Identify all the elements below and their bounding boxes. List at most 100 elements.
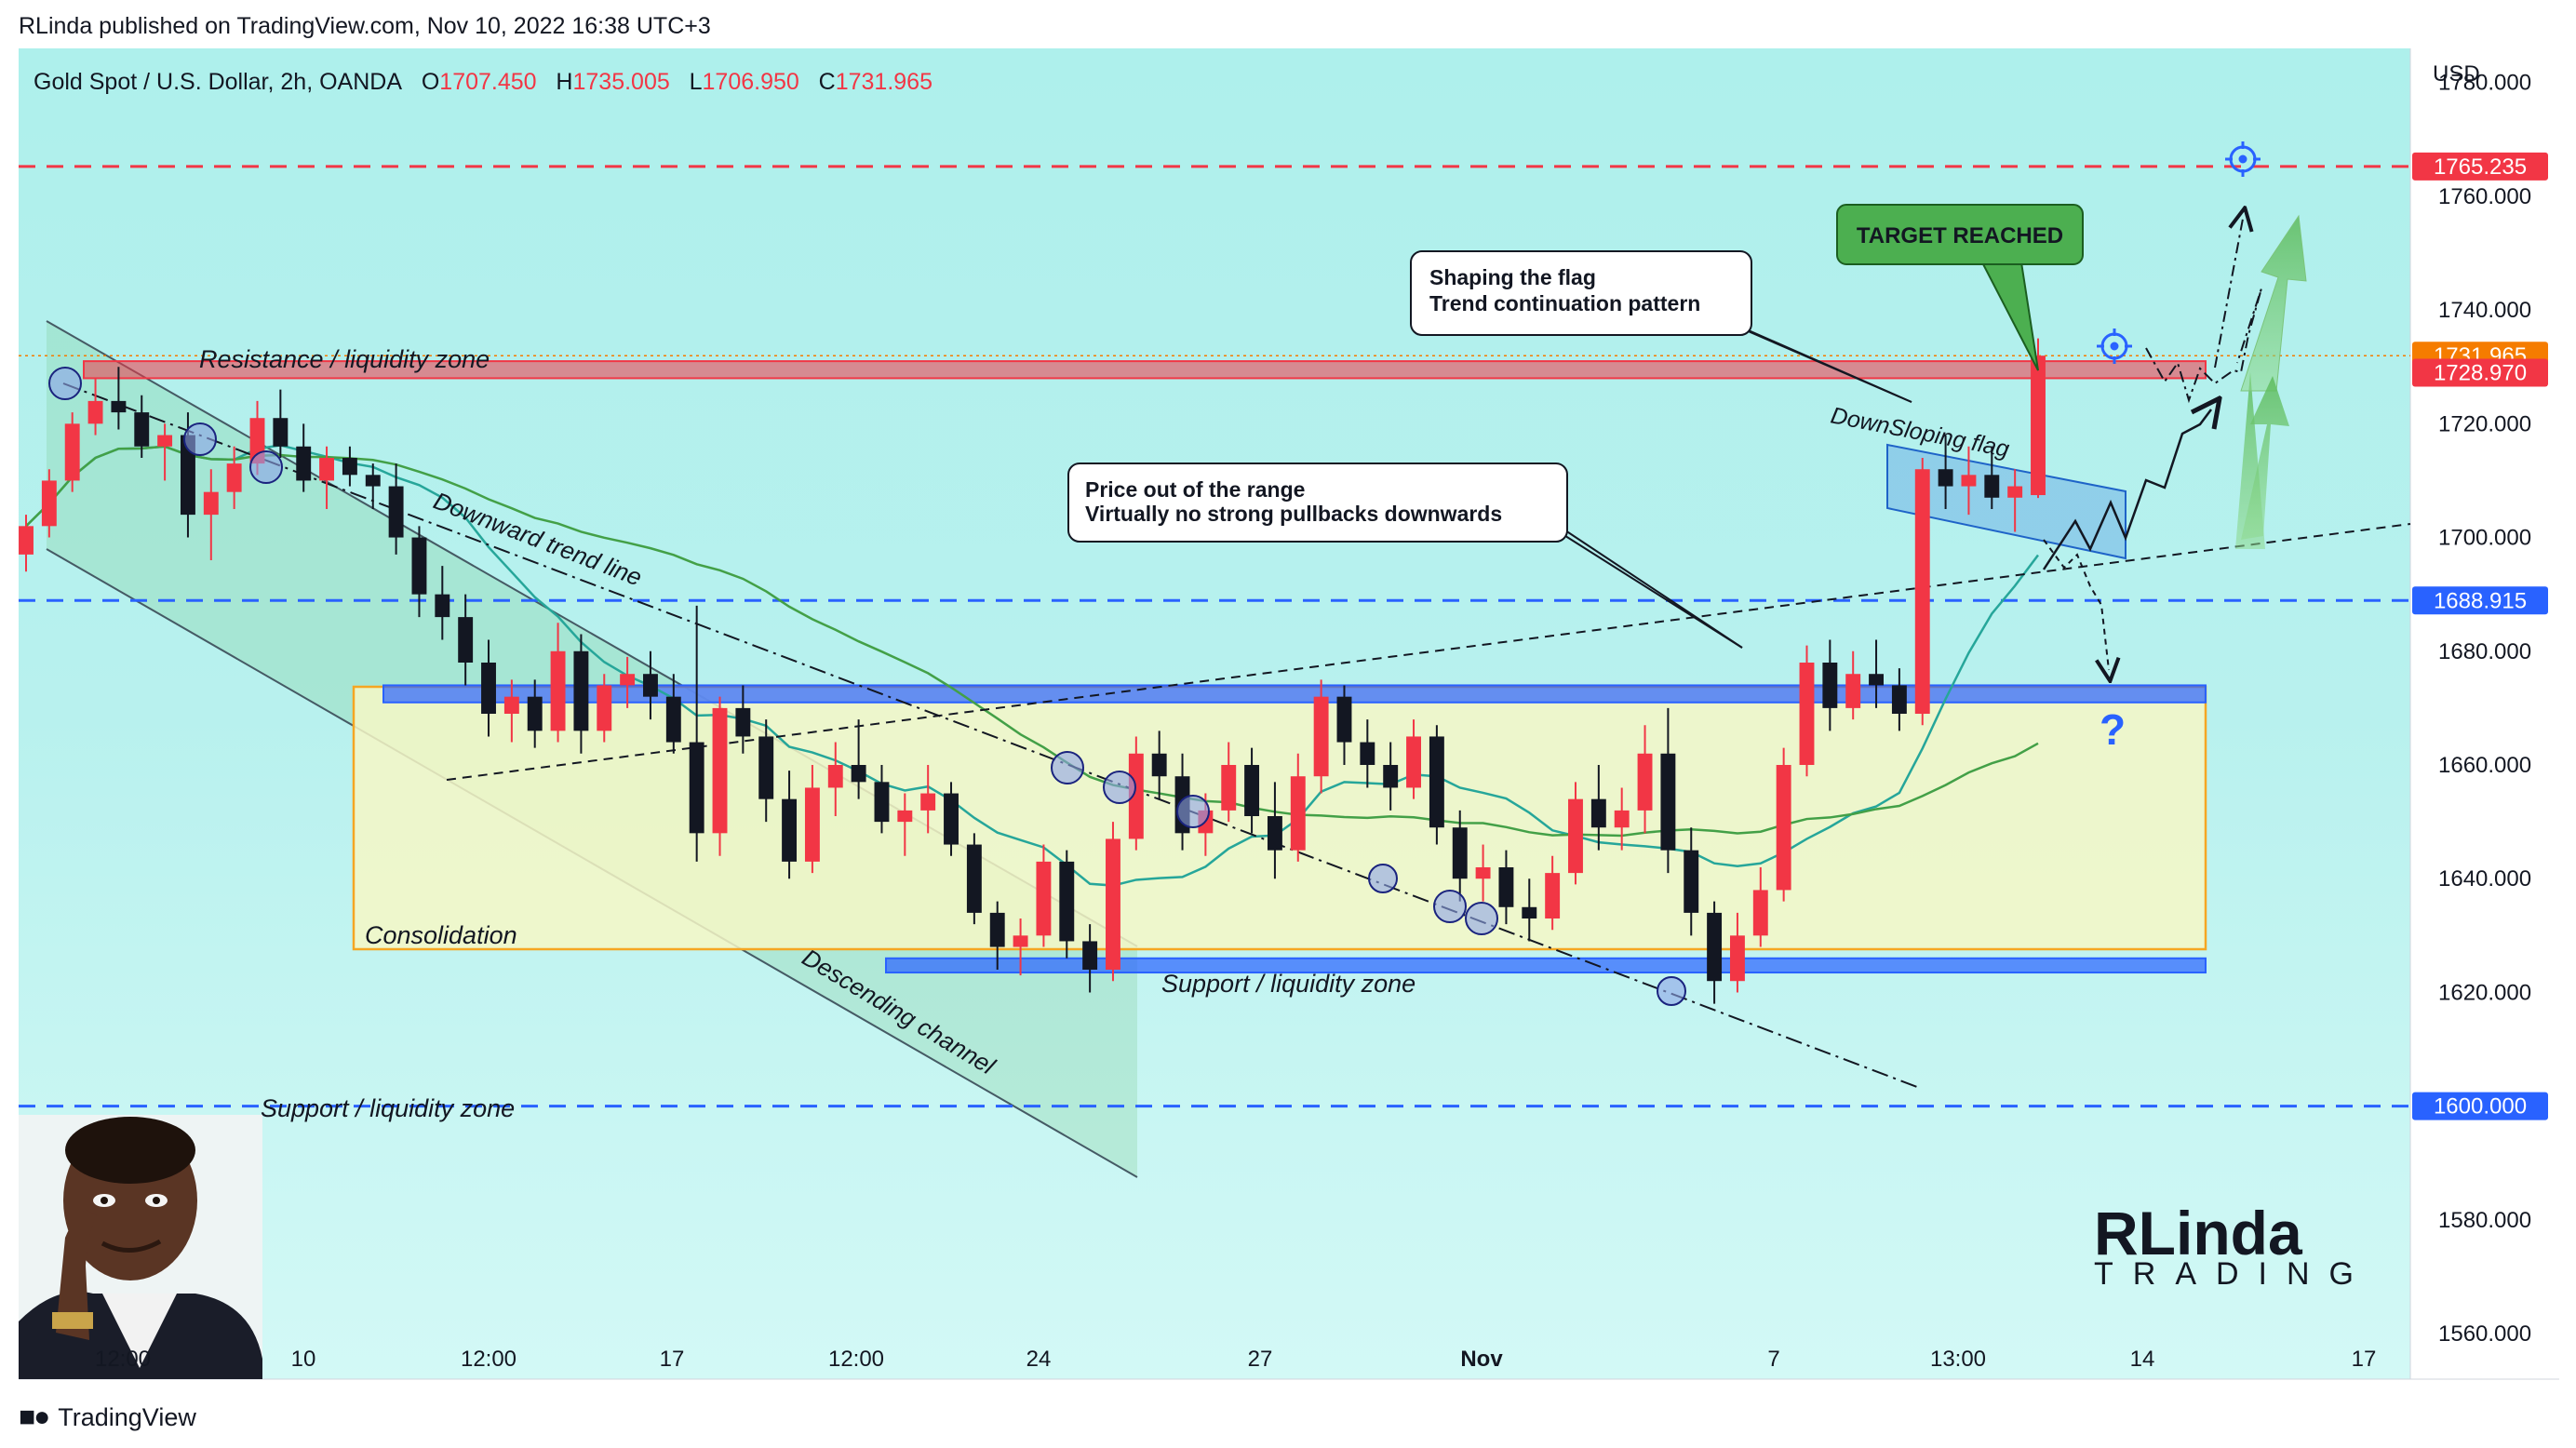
candle[interactable]: [1498, 850, 1514, 925]
candle[interactable]: [758, 719, 774, 823]
candle[interactable]: [1244, 747, 1260, 834]
candle[interactable]: [1151, 731, 1167, 799]
candle[interactable]: [1036, 844, 1052, 947]
x-tick-label: 27: [1248, 1347, 1273, 1372]
candle[interactable]: [41, 469, 57, 538]
candle[interactable]: [64, 412, 80, 492]
candle[interactable]: [342, 446, 357, 487]
candle[interactable]: [1799, 645, 1815, 777]
price-badge[interactable]: 1688.915: [2412, 586, 2548, 615]
candle[interactable]: [1938, 435, 1953, 509]
target-reached-callout[interactable]: [1836, 204, 2084, 265]
candle[interactable]: [1822, 639, 1838, 731]
flag-callout[interactable]: [1410, 250, 1752, 336]
candle[interactable]: [1568, 782, 1583, 885]
candle[interactable]: [1614, 787, 1630, 851]
candle[interactable]: [920, 765, 936, 834]
candle[interactable]: [573, 634, 589, 754]
candle[interactable]: [1452, 810, 1468, 902]
zone-range-bottom[interactable]: [885, 957, 2207, 974]
candle[interactable]: [111, 367, 127, 430]
candle[interactable]: [1082, 924, 1098, 993]
candle[interactable]: [481, 639, 496, 737]
candle[interactable]: [273, 389, 288, 458]
zone-resistance[interactable]: [83, 360, 2207, 380]
candle[interactable]: [1637, 725, 1653, 834]
price-badge[interactable]: 1728.970: [2412, 358, 2548, 387]
candle[interactable]: [665, 674, 681, 754]
candle[interactable]: [319, 446, 335, 509]
candle[interactable]: [804, 765, 820, 874]
zone-range-top[interactable]: [382, 684, 2207, 704]
candle[interactable]: [620, 656, 636, 708]
candle[interactable]: [1590, 765, 1606, 851]
candle[interactable]: [1522, 878, 1537, 942]
range-callout[interactable]: [1067, 463, 1568, 543]
candle[interactable]: [1545, 855, 1561, 931]
candle[interactable]: [597, 674, 612, 743]
price-badge[interactable]: 1765.235: [2412, 152, 2548, 181]
candle[interactable]: [1059, 850, 1075, 959]
candle[interactable]: [643, 650, 658, 720]
publisher-header: RLinda published on TradingView.com, Nov…: [19, 13, 711, 39]
candle[interactable]: [1406, 719, 1421, 799]
candle[interactable]: [411, 526, 427, 618]
candle[interactable]: [735, 685, 751, 754]
close-value: 1731.965: [835, 69, 932, 95]
symbol-info-bar[interactable]: Gold Spot / U.S. Dollar, 2h, OANDA O1707…: [34, 69, 932, 96]
candle[interactable]: [1383, 742, 1399, 811]
candle[interactable]: [1475, 844, 1491, 902]
candle[interactable]: [689, 605, 704, 862]
candle[interactable]: [712, 696, 728, 856]
candle[interactable]: [203, 469, 219, 560]
candle[interactable]: [874, 765, 890, 834]
candle[interactable]: [134, 395, 150, 458]
candle[interactable]: [365, 463, 381, 509]
candle[interactable]: [966, 833, 982, 925]
candle[interactable]: [1752, 867, 1768, 947]
candle[interactable]: [1360, 719, 1375, 788]
candle[interactable]: [827, 742, 843, 816]
candle[interactable]: [1684, 827, 1699, 936]
candle[interactable]: [2007, 469, 2023, 532]
candle[interactable]: [527, 679, 543, 748]
candle[interactable]: [1313, 679, 1329, 794]
candle[interactable]: [157, 423, 173, 481]
candle[interactable]: [1845, 650, 1861, 720]
candle[interactable]: [388, 463, 404, 555]
candle[interactable]: [782, 771, 798, 879]
candle[interactable]: [1707, 901, 1723, 1004]
candle[interactable]: [989, 901, 1005, 970]
candle[interactable]: [1267, 782, 1282, 879]
candle[interactable]: [226, 446, 242, 509]
candle[interactable]: [851, 719, 866, 799]
candle[interactable]: [435, 566, 450, 640]
candle[interactable]: [296, 423, 312, 492]
candle[interactable]: [1914, 458, 1930, 726]
candle[interactable]: [1961, 446, 1977, 516]
candle[interactable]: [1984, 446, 2000, 509]
candle[interactable]: [1869, 639, 1884, 708]
candle[interactable]: [1729, 912, 1745, 993]
candle[interactable]: [1776, 747, 1791, 902]
price-badge[interactable]: 1600.000: [2412, 1092, 2548, 1120]
candle[interactable]: [1429, 725, 1444, 845]
candle[interactable]: [550, 623, 566, 743]
candle[interactable]: [897, 793, 913, 856]
candle[interactable]: [1013, 918, 1028, 976]
candle[interactable]: [458, 594, 474, 686]
candle[interactable]: [944, 782, 959, 856]
candle[interactable]: [1106, 822, 1120, 982]
candle[interactable]: [1336, 685, 1352, 765]
candle[interactable]: [1128, 736, 1144, 851]
candle[interactable]: [87, 378, 103, 436]
candle[interactable]: [1660, 707, 1676, 874]
candle[interactable]: [1891, 668, 1907, 731]
candle[interactable]: [1290, 753, 1306, 862]
candle[interactable]: [19, 515, 34, 572]
footer-brand[interactable]: ■● TradingView: [19, 1401, 196, 1433]
candle[interactable]: [1221, 742, 1237, 823]
candle[interactable]: [503, 679, 519, 743]
svg-text:1600.000: 1600.000: [2434, 1094, 2527, 1120]
